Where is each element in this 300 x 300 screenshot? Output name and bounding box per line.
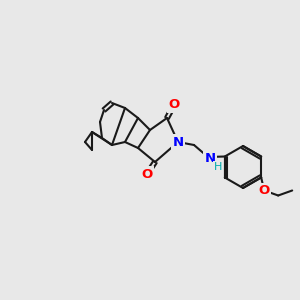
Text: N: N (172, 136, 184, 148)
Text: O: O (168, 98, 180, 112)
Text: H: H (214, 162, 222, 172)
Text: N: N (204, 152, 216, 166)
Text: O: O (259, 184, 270, 197)
Text: O: O (141, 167, 153, 181)
